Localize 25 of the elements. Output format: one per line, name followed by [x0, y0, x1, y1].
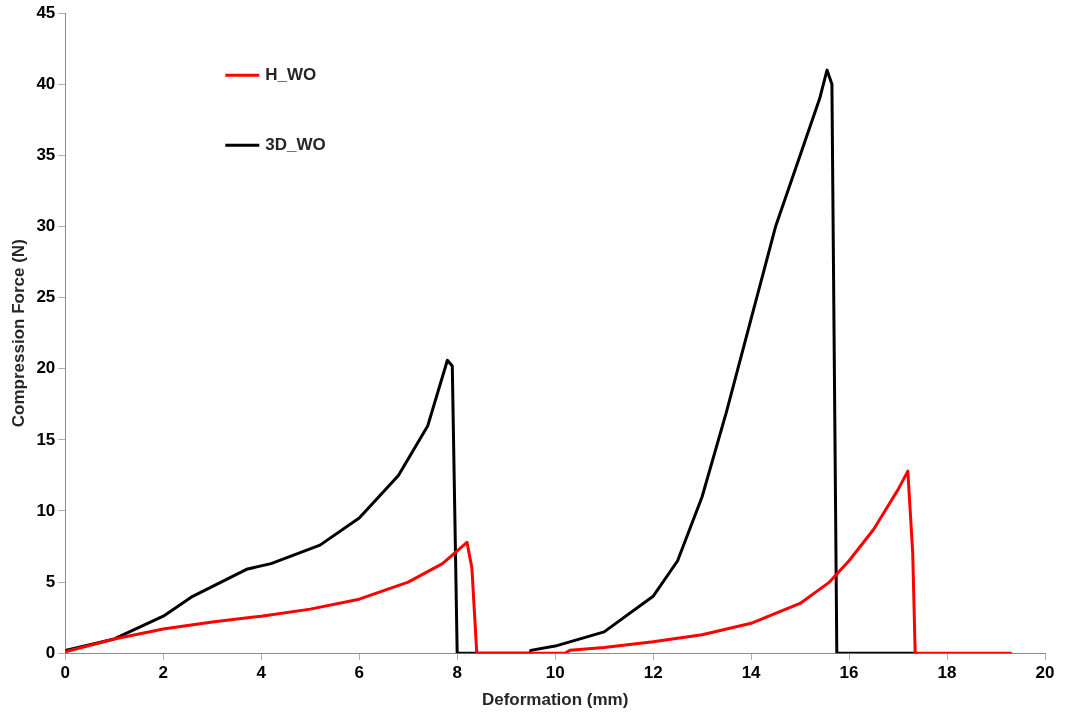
x-tick-label: 16 — [839, 663, 859, 683]
y-tick-label: 40 — [36, 74, 56, 93]
x-tick-label: 0 — [60, 663, 71, 683]
legend-label: H_WO — [265, 64, 317, 84]
y-tick-label: 15 — [36, 429, 56, 449]
x-tick-label: 8 — [452, 663, 462, 683]
y-tick-label: 10 — [36, 500, 56, 520]
y-tick-label: 45 — [36, 2, 56, 22]
legend-label: 3D_WO — [265, 134, 326, 154]
y-axis-title: Compression Force (N) — [8, 239, 28, 428]
y-tick-label: 0 — [45, 642, 56, 662]
x-tick-label: 14 — [741, 663, 762, 683]
x-tick-label: 12 — [643, 663, 663, 683]
y-tick-label: 20 — [36, 358, 56, 378]
y-tick-label: 5 — [45, 571, 56, 591]
x-tick-label: 4 — [256, 663, 267, 683]
y-tick-label: 30 — [36, 216, 56, 236]
x-tick-label: 18 — [937, 663, 957, 683]
x-axis-title: Deformation (mm) — [481, 690, 629, 710]
x-tick-label: 2 — [158, 663, 169, 683]
x-tick-label: 6 — [354, 663, 364, 683]
x-tick-label: 10 — [545, 663, 565, 683]
y-tick-label: 35 — [36, 145, 56, 165]
x-tick-label: 20 — [1035, 663, 1055, 683]
y-tick-label: 25 — [36, 287, 56, 307]
